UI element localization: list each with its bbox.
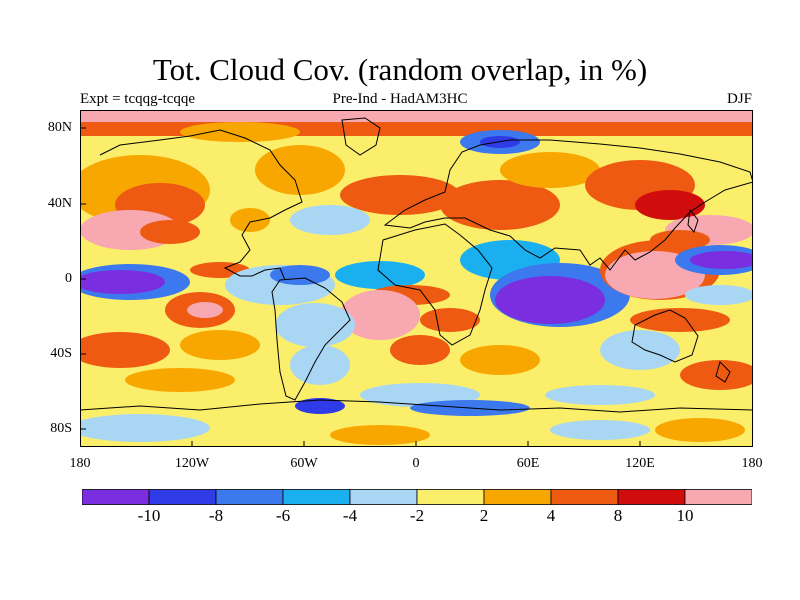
coast-eurasia: [383, 139, 753, 271]
colorbar-swatch: [483, 489, 552, 505]
field-arctic-band-2: [80, 122, 753, 136]
colorbar-label: 8: [613, 506, 623, 525]
field-patch: [630, 308, 730, 332]
lon-label-60w: 60W: [290, 456, 318, 471]
map-title: Tot. Cloud Cov. (random overlap, in %): [152, 52, 648, 87]
colorbar-swatch: [82, 489, 150, 505]
field-patch: [80, 332, 170, 368]
field-patch: [690, 251, 753, 269]
field-patch: [180, 330, 260, 360]
field-arctic-band: [80, 110, 753, 124]
field-patch: [390, 335, 450, 365]
field-patch: [335, 261, 425, 289]
field-patch: [180, 122, 300, 142]
colorbar-swatch: [550, 489, 619, 505]
field-patch: [330, 425, 430, 445]
colorbar-label: 4: [546, 506, 556, 525]
colorbar-label: -2: [409, 506, 425, 525]
colorbar-label: -6: [275, 506, 291, 525]
colorbar-label: -10: [137, 506, 161, 525]
colorbar-swatch: [349, 489, 418, 505]
field-patch: [545, 385, 655, 405]
field-patch: [80, 270, 165, 294]
lat-label-40s: 40S: [50, 346, 72, 361]
lon-label-120w: 120W: [174, 456, 210, 471]
coastlines: [80, 117, 753, 413]
experiment-label: Expt = tcqqg-tcqqe: [80, 91, 196, 107]
cloud-cover-map: [80, 110, 753, 447]
colorbar-swatch: [684, 489, 752, 505]
lat-label-40n: 40N: [47, 196, 72, 211]
lat-label-80s: 80S: [50, 421, 72, 436]
field-patch: [655, 418, 745, 442]
lon-label-0: 0: [412, 456, 420, 471]
lon-label-120e: 120E: [625, 456, 655, 471]
colorbar-label: -4: [342, 506, 358, 525]
field-patch: [187, 302, 223, 318]
colorbar-swatch: [282, 489, 351, 505]
field-patch: [685, 285, 753, 305]
season-label: DJF: [726, 91, 752, 107]
coast-north-america: [99, 129, 303, 281]
comparison-label: Pre-Ind - HadAM3HC: [332, 91, 468, 107]
coast-australia: [631, 309, 699, 363]
field-patch: [420, 308, 480, 332]
field-patch: [440, 180, 560, 230]
colorbar-label: 2: [479, 506, 489, 525]
colorbar-label: -8: [208, 506, 224, 525]
colorbar: [82, 489, 752, 505]
lon-label-180e: 180: [741, 456, 763, 471]
field-patch: [140, 220, 200, 244]
field-patch: [295, 398, 345, 414]
field-patch: [495, 276, 605, 324]
field-patch: [600, 330, 680, 370]
field-patch: [500, 152, 600, 188]
coast-south-america: [271, 277, 351, 401]
field-patch: [125, 368, 235, 392]
lon-label-180w: 180: [69, 456, 91, 471]
field-patch: [290, 345, 350, 385]
field-patch: [255, 145, 345, 195]
field-patch: [550, 420, 650, 440]
map-ticks: [80, 127, 641, 447]
colorbar-swatch: [416, 489, 485, 505]
field-patch: [340, 175, 460, 215]
field-patch: [635, 190, 705, 220]
lat-label-0: 0: [65, 271, 72, 286]
coast-new-zealand: [715, 361, 731, 383]
colorbar-swatch: [617, 489, 686, 505]
field-patch: [340, 290, 420, 340]
lon-label-60e: 60E: [516, 456, 540, 471]
field-patch: [80, 414, 210, 442]
colorbar-swatch: [148, 489, 217, 505]
lat-label-80n: 80N: [47, 120, 72, 135]
colorbar-swatch: [215, 489, 284, 505]
coast-greenland: [341, 117, 381, 156]
coast-japan: [687, 208, 699, 233]
coast-africa: [377, 223, 493, 346]
coast-antarctica: [80, 399, 753, 413]
field-patch: [230, 208, 270, 232]
field-patch: [460, 345, 540, 375]
field-patch: [275, 303, 355, 347]
field-patch: [290, 205, 370, 235]
colorbar-label: 10: [676, 506, 694, 525]
